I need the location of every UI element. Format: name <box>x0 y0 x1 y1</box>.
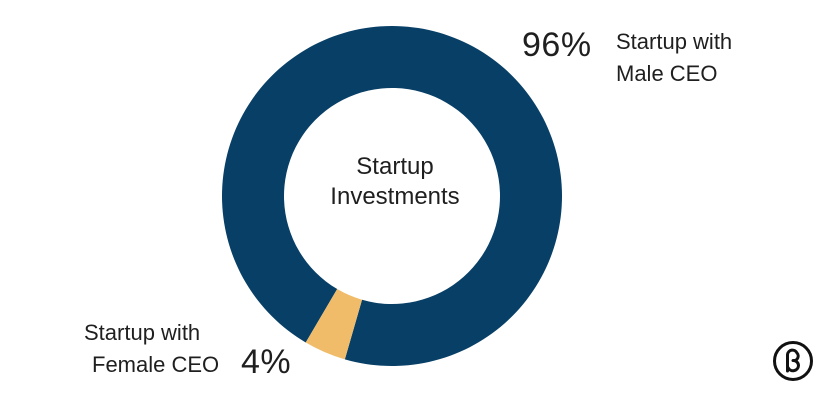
female-ceo-label-line-1: Startup with <box>84 320 201 345</box>
center-label-line-2: Investments <box>330 183 460 210</box>
donut-center-label: Startup Investments <box>290 152 500 212</box>
donut-slice-female-ceo <box>305 289 363 360</box>
donut-slices <box>221 25 562 366</box>
male-ceo-label-line-1: Startup with <box>616 29 733 54</box>
center-label-line-1: Startup <box>356 153 434 180</box>
male-ceo-percent-label: 96% <box>522 26 592 64</box>
female-ceo-label-line-2: Female CEO <box>92 352 220 377</box>
donut-slice-male-ceo <box>221 25 562 366</box>
male-ceo-category-label: Startup with Male CEO <box>616 26 732 90</box>
male-ceo-label-line-2: Male CEO <box>616 61 718 86</box>
beta-logo-icon <box>773 341 813 381</box>
female-ceo-percent-label: 4% <box>241 343 292 381</box>
